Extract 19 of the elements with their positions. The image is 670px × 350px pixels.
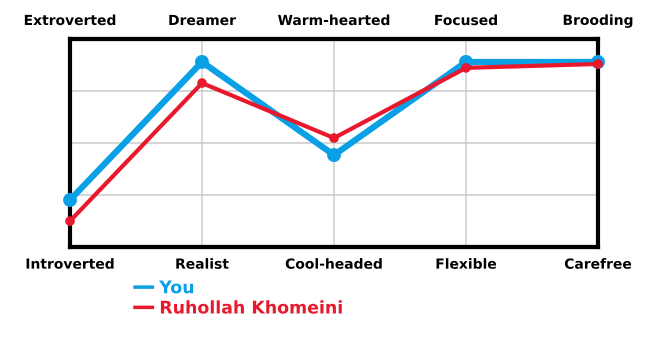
legend-label: You [159, 280, 194, 294]
x-tick-label: Cool-headed [286, 258, 382, 269]
text: Brooding [564, 14, 632, 28]
point [65, 216, 75, 226]
point [195, 55, 209, 69]
text: Warm-hearted [278, 14, 390, 26]
legend-label: Ruhollah Khomeini [160, 300, 342, 314]
point [329, 133, 339, 143]
point [63, 193, 77, 207]
point [327, 148, 341, 162]
text: Extroverted [24, 14, 116, 26]
point [461, 63, 471, 73]
text: Focused [435, 14, 497, 26]
x-tick-label: Introverted [26, 258, 114, 269]
x-tick-label: Realist [176, 258, 229, 269]
point [197, 78, 207, 88]
x-tick-label: Carefree [564, 258, 632, 269]
text: Dreamer [169, 14, 236, 26]
x-tick-label: Flexible [436, 258, 496, 269]
